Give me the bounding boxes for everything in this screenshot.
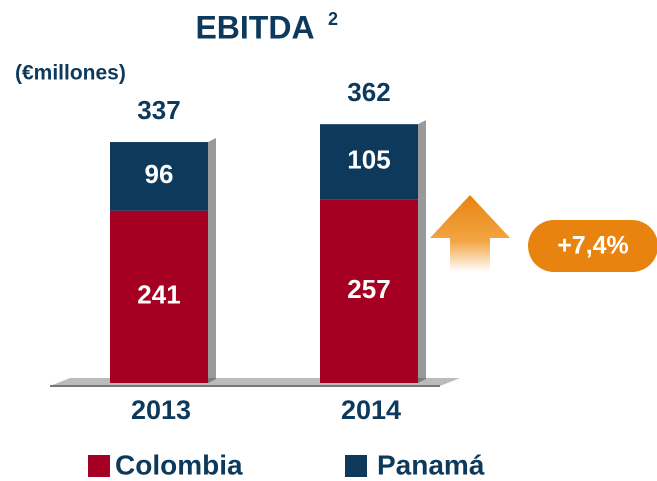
annotation: +7,4% [557,232,629,260]
legend-label: Colombia [115,449,243,480]
bar-side [208,206,216,383]
annotation-badge [528,220,657,272]
value-label: 96 [145,159,174,189]
x-tick-label: 2014 [341,395,401,425]
value-label: 105 [347,145,390,175]
bar-segment [110,142,208,211]
bar-side [418,195,426,383]
legend-swatch [88,455,110,477]
up-arrow [430,195,510,272]
bar-segment [110,210,208,383]
bar-segment [320,124,418,200]
x-tick-label: 2013 [131,395,191,425]
chart-title: EBITDA [195,9,314,45]
bar-side [208,138,216,211]
value-label: 241 [137,280,180,310]
bar-segment [320,199,418,383]
legend-label: Panamá [377,449,485,480]
total-label: 337 [137,95,180,125]
subtitle: (€millones) [15,62,126,85]
bar-side [418,120,426,200]
title-superscript: 2 [328,9,338,29]
value-label: 257 [347,274,390,304]
total-label: 362 [347,77,390,107]
legend-swatch [345,455,367,477]
